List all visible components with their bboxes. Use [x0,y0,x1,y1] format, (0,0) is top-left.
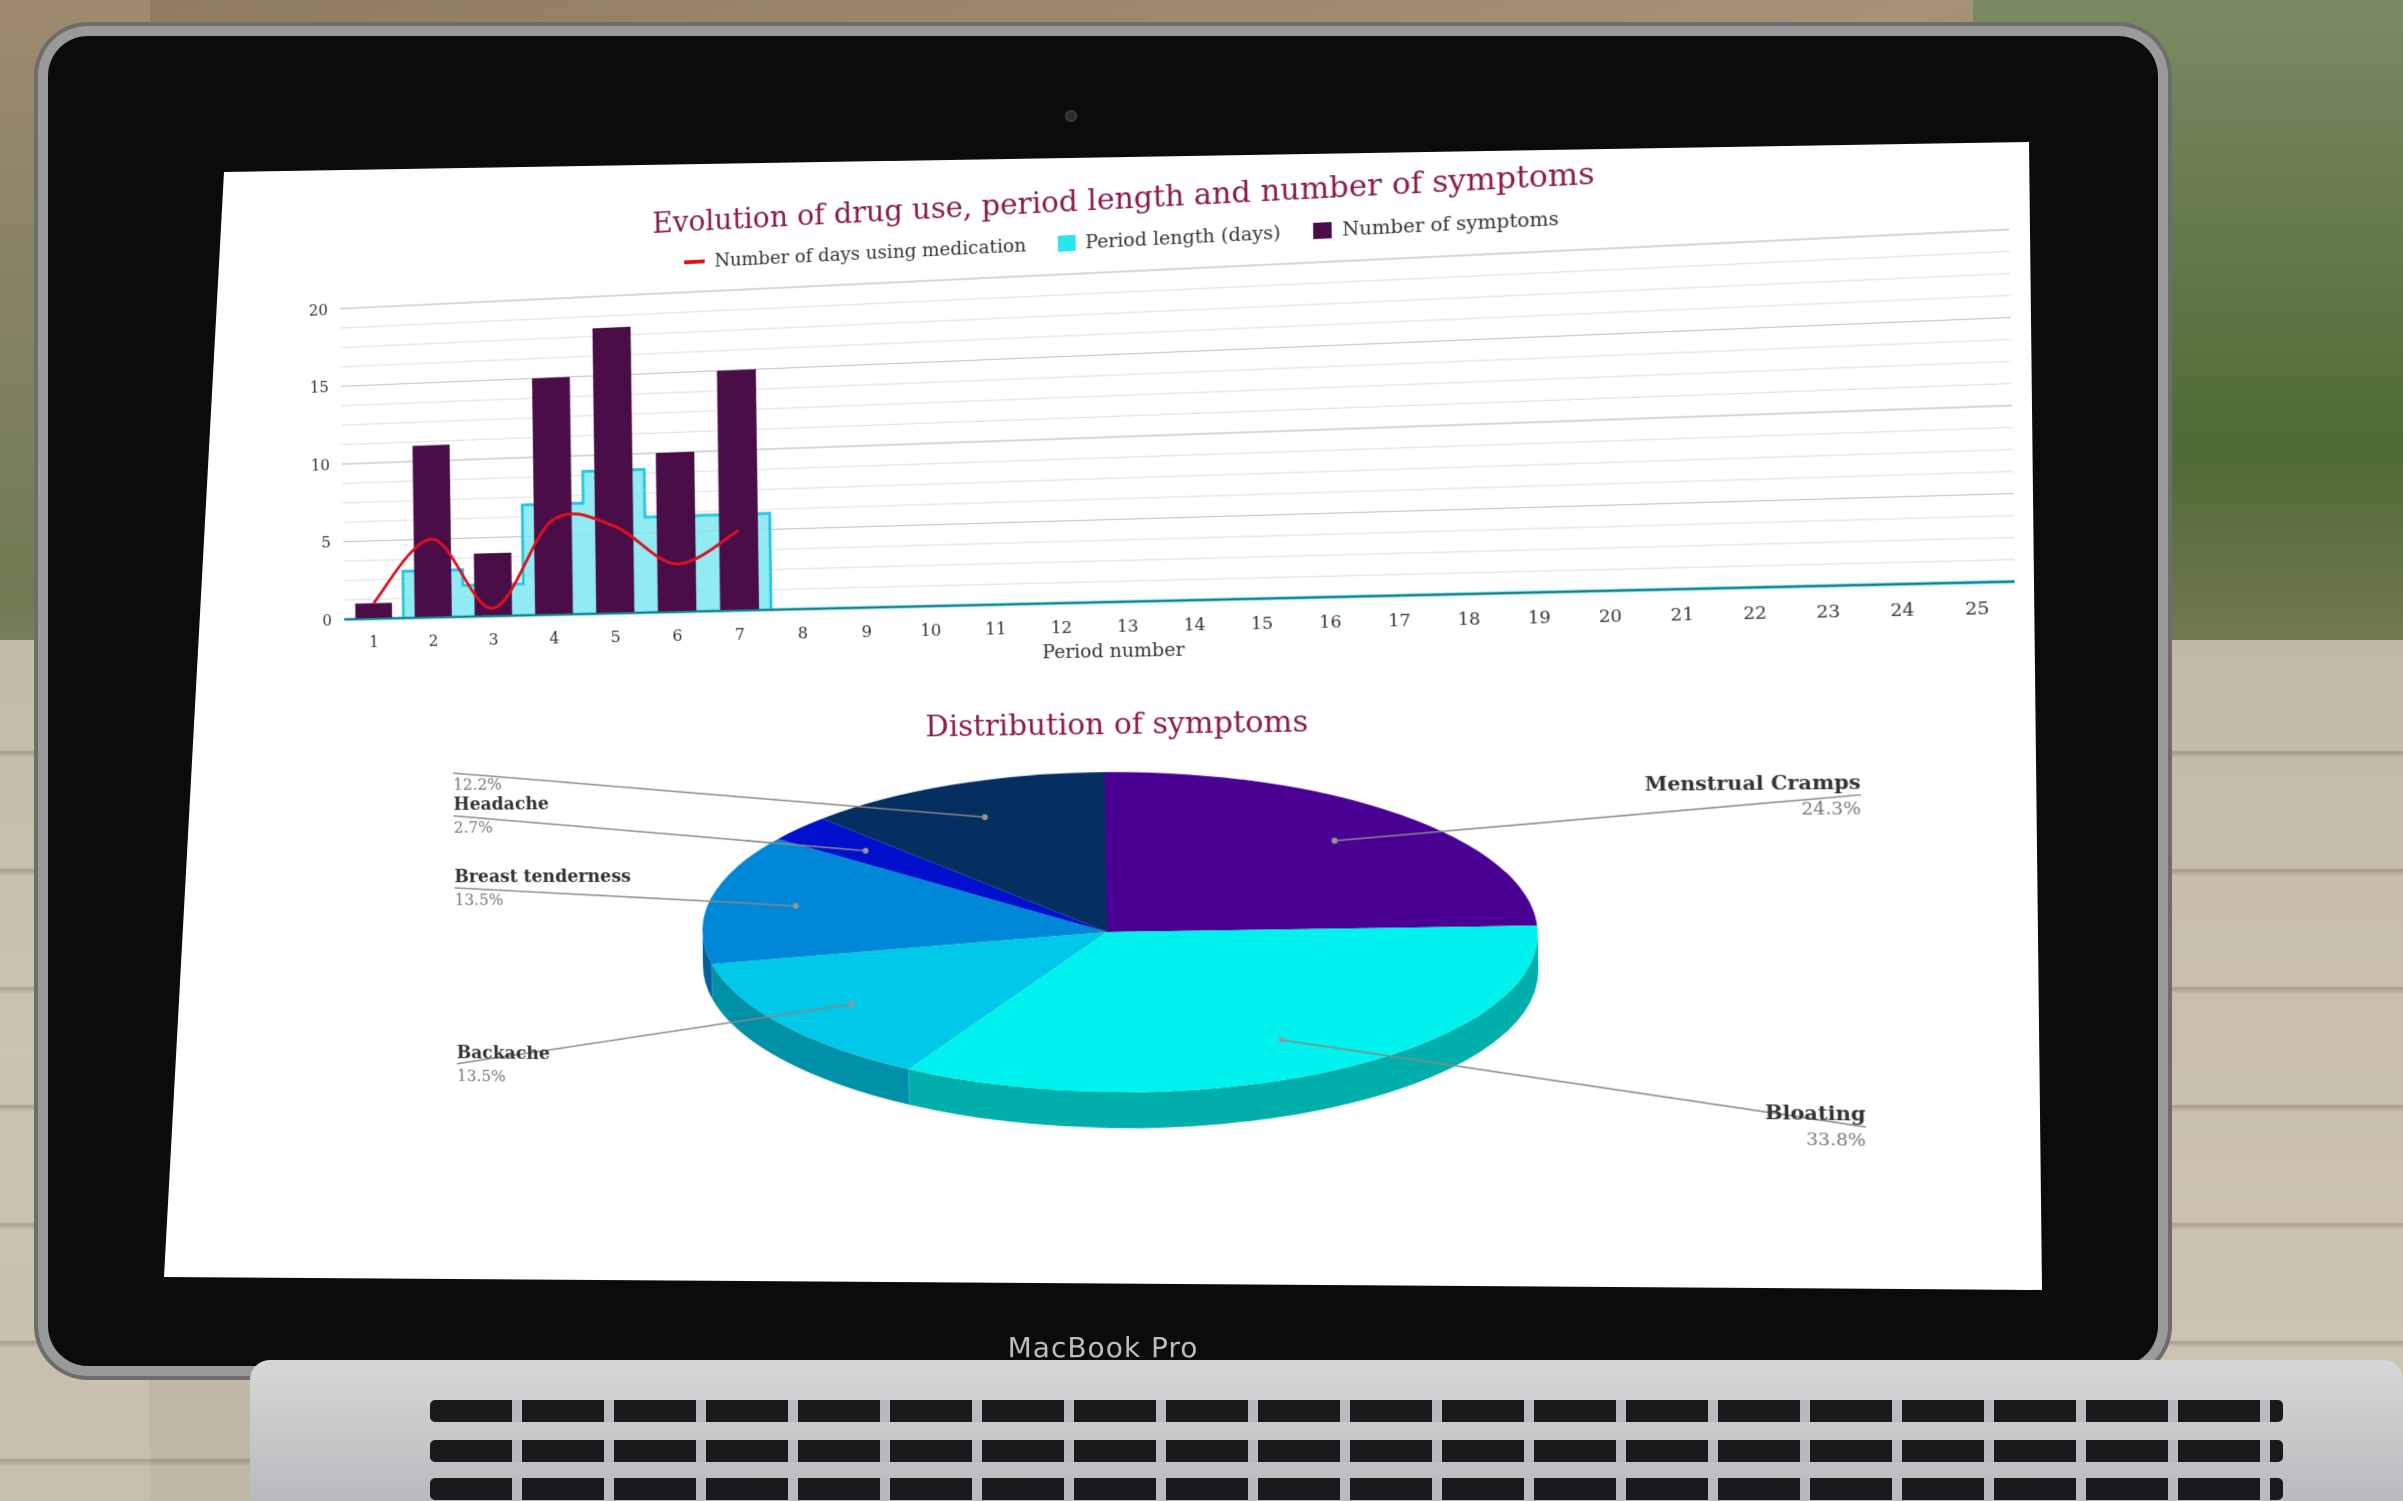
legend-swatch-period [1058,235,1076,252]
legend-item-medication[interactable]: Number of days using medication [684,234,1026,273]
keyboard-row [430,1440,2283,1462]
pie-slice-label: Backache [457,1042,550,1064]
x-tick-label: 2 [429,631,439,650]
gridline [341,339,2011,405]
laptop-base [250,1360,2403,1501]
x-tick-label: 16 [1319,612,1341,632]
pie-slice-label: Headache [453,794,549,816]
keyboard-row [430,1478,2283,1500]
gridline-major [341,317,2011,386]
y-tick-label: 15 [310,378,329,397]
x-tick-label: 21 [1671,604,1695,625]
pie-chart-plot: Menstrual Cramps24.3% Bloating 33.8% Backac… [285,752,2044,1288]
x-tick-label: 12 [1051,617,1073,637]
legend-item-period[interactable]: Period length (days) [1057,222,1280,255]
x-tick-label: 4 [549,628,559,647]
x-tick-label: 22 [1743,602,1767,623]
x-tick-label: 6 [672,626,682,645]
x-tick-label: 11 [985,619,1006,639]
keyboard-row [430,1400,2283,1422]
legend-label-medication: Number of days using medication [714,234,1026,271]
pie-slice-label: Menstrual Cramps [1645,771,1861,796]
legend-swatch-symptoms [1313,222,1332,239]
x-tick-label: 20 [1599,605,1622,626]
y-tick-label: 5 [321,533,331,552]
pie-slice-label: Attention deficit [452,752,612,772]
x-tick-label: 13 [1117,616,1139,636]
symptoms-bar [656,452,697,613]
x-tick-label: 18 [1458,609,1481,630]
screen-content: Evolution of drug use, period length and… [277,142,2044,1292]
x-tick-label: 19 [1528,607,1551,628]
gridline [341,295,2011,366]
pie-slice-percent: 24.3% [1801,797,1861,818]
symptoms-bar [532,377,573,615]
x-tick-label: 8 [798,623,809,642]
camera-icon [1065,110,1077,122]
x-tick-label: 5 [611,627,621,646]
y-tick-label: 10 [311,455,330,474]
x-tick-label: 3 [489,630,499,649]
legend-item-symptoms[interactable]: Number of symptoms [1313,207,1559,242]
bar-chart-plot: 051015201 2 3 4 5 6 7 8 9 10 11 12 13 14 15 16 17 18 19 20 2… [279,217,2044,668]
gridline [342,361,2012,425]
x-tick-label: 9 [861,622,872,642]
period-length-area [342,423,2014,619]
pie-slice-percent: 12.2% [453,775,502,794]
symptoms-bar [355,603,392,619]
y-tick-label: 20 [309,300,328,319]
pie-slice-percent: 33.8% [1806,1129,1866,1151]
pie-chart-title: Distribution of symptoms [284,693,2044,752]
x-tick-label: 10 [920,620,941,640]
x-tick-label: 1 [369,632,379,651]
x-tick-label: 23 [1816,601,1840,622]
x-tick-label: 25 [1965,598,1990,619]
laptop-bezel: MacBook Pro Evolution of drug use, perio… [48,36,2158,1366]
legend-label-period: Period length (days) [1085,222,1281,254]
pie-slice-label: Bloating [1765,1102,1866,1126]
pie-slice-percent: 13.5% [455,890,504,909]
pie-slice-percent: 2.7% [454,818,493,837]
x-tick-label: 17 [1388,610,1411,631]
symptoms-bar [717,369,759,611]
pie-leader-line [1334,795,1861,841]
laptop-screen: Evolution of drug use, period length and… [164,142,2044,1292]
symptoms-bar [413,445,452,618]
symptoms-bar [592,327,634,614]
x-tick-label: 15 [1251,613,1273,633]
pie-slice [1105,768,1538,933]
pie-slice-label: Breast tenderness [454,866,631,887]
pie-slice-percent: 13.5% [457,1066,506,1085]
legend-label-symptoms: Number of symptoms [1342,207,1559,240]
gridline [341,273,2011,347]
legend-swatch-medication [685,259,706,264]
x-tick-label: 14 [1184,614,1206,634]
x-tick-label: 7 [735,624,745,643]
x-tick-label: 24 [1890,599,1914,620]
y-tick-label: 0 [322,611,332,630]
